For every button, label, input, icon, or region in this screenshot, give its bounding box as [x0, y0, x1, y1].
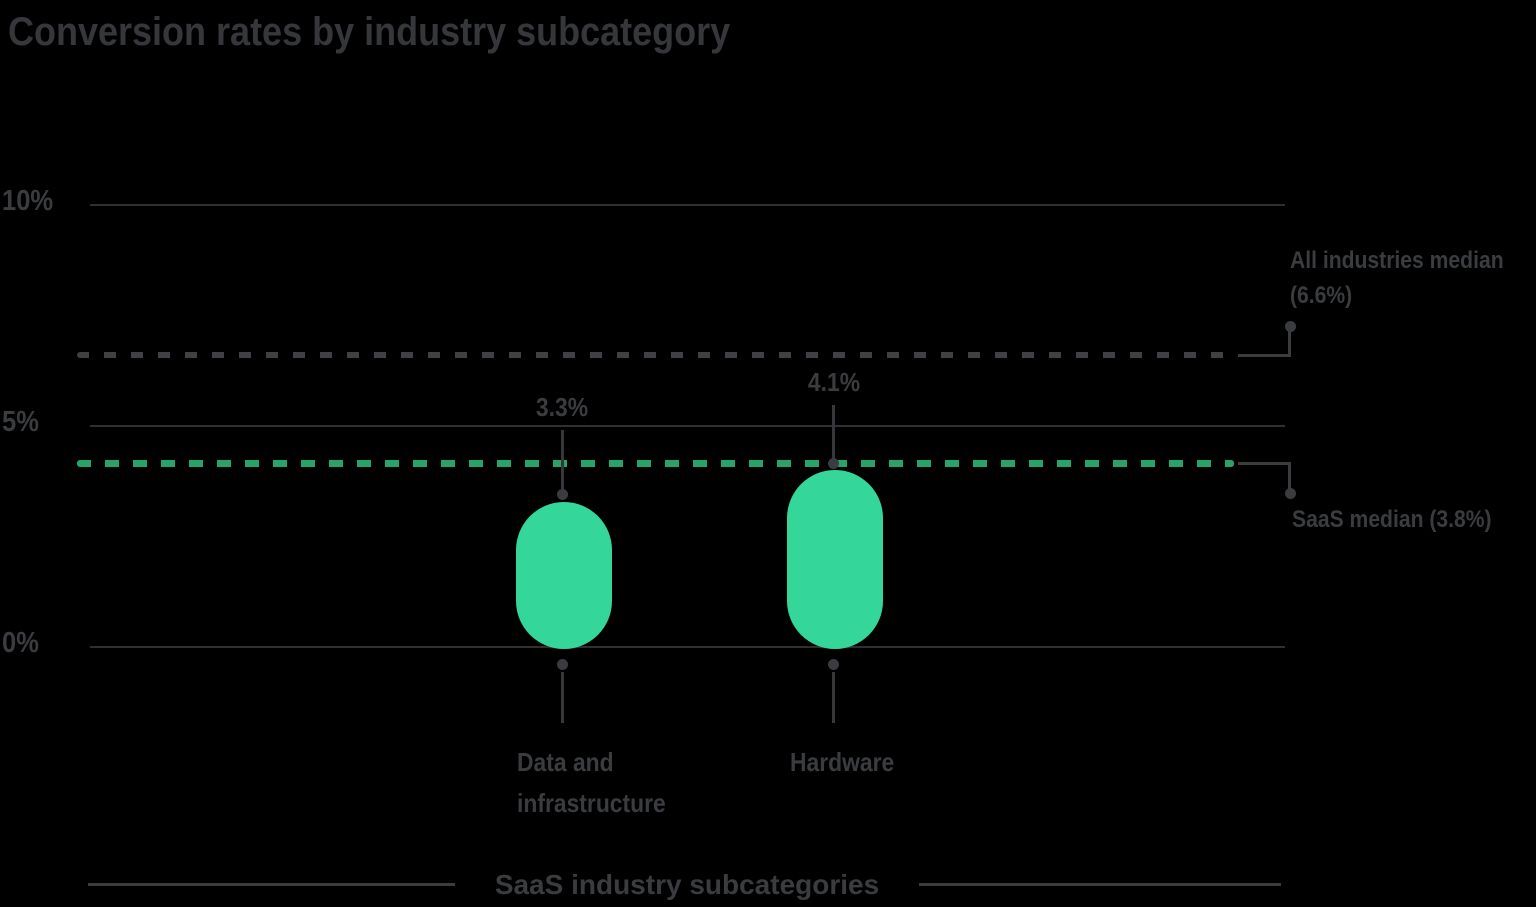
saas-median-connector-dot [1285, 488, 1296, 499]
value-dot-data-and-infrastructure [557, 489, 568, 500]
category-label-line1: Hardware [790, 747, 895, 777]
value-label-data-and-infrastructure: 3.3% [535, 392, 589, 422]
saas-median-connector-vertical [1288, 462, 1291, 494]
y-tick-label-10: 10% [2, 185, 54, 217]
saas-median-connector-horizontal [1238, 462, 1291, 465]
all-industries-connector-dot [1285, 321, 1296, 332]
category-stem-data-and-infrastructure [561, 672, 564, 723]
all-industries-connector-horizontal [1238, 354, 1291, 357]
x-axis-title: SaaS industry subcategories [494, 869, 880, 900]
category-dot-hardware [828, 659, 839, 670]
y-tick-label-5: 5% [2, 406, 39, 438]
category-label-hardware: Hardware [790, 742, 894, 783]
x-axis-rule-left [88, 883, 455, 886]
category-stem-hardware [832, 672, 835, 723]
x-axis-rule-right [919, 883, 1281, 886]
value-stem-data-and-infrastructure [561, 430, 564, 492]
value-label-hardware: 4.1% [807, 367, 861, 397]
bar-hardware [787, 470, 883, 649]
value-stem-hardware [832, 405, 835, 461]
all-industries-median-label: All industries median (6.6%) [1290, 243, 1504, 313]
chart-title: Conversion rates by industry subcategory [8, 10, 731, 54]
y-tick-label-0: 0% [2, 627, 39, 659]
category-label-data-and-infrastructure: Data and infrastructure [517, 742, 666, 824]
value-dot-hardware [828, 458, 839, 469]
all-industries-median-dashed-line [77, 352, 1234, 358]
all-industries-connector-vertical [1288, 327, 1291, 357]
gridline-0pct [90, 646, 1285, 648]
category-dot-data-and-infrastructure [557, 659, 568, 670]
all-industries-median-label-line2: (6.6%) [1290, 282, 1353, 309]
category-label-line1: Data and [517, 747, 614, 777]
all-industries-median-label-line1: All industries median [1290, 247, 1504, 274]
category-label-line2: infrastructure [517, 788, 666, 818]
bar-data-and-infrastructure [516, 502, 612, 649]
gridline-5pct [90, 425, 1285, 427]
saas-median-label: SaaS median (3.8%) [1292, 506, 1492, 533]
saas-median-dashed-line [77, 460, 1234, 467]
gridline-10pct [90, 204, 1285, 206]
